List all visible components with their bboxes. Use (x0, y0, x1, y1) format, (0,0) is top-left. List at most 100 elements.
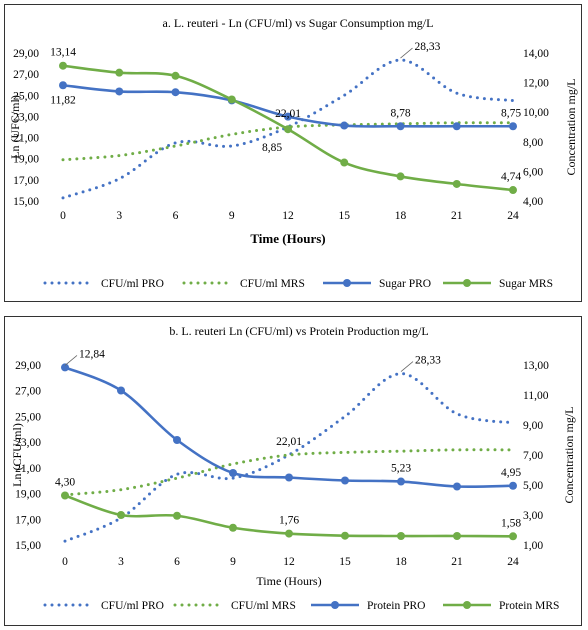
x-tick-label: 12 (282, 210, 294, 222)
data-label: 28,33 (415, 355, 441, 367)
data-point-sugar-pro (171, 88, 180, 97)
x-tick-label: 0 (60, 210, 66, 222)
data-label: 8,78 (390, 107, 410, 119)
legend-label-cfu-ml-pro: CFU/ml PRO (101, 600, 164, 612)
y-tick-label: 19,00 (15, 489, 41, 501)
y2-tick-label: 5,00 (523, 480, 543, 492)
y-tick-label: 27,00 (15, 386, 41, 398)
data-point-sugar-pro (452, 122, 461, 131)
y2-tick-label: 9,00 (523, 420, 543, 432)
y2-tick-label: 7,00 (523, 450, 543, 462)
data-point-sugar-mrs (396, 172, 405, 181)
y-tick-label: 21,00 (15, 463, 41, 475)
data-label-leader (64, 355, 78, 366)
data-point-protein-pro (229, 469, 237, 477)
chart-b-svg: b. L. reuteri Ln (CFU/ml) vs Protein Pro… (10, 324, 576, 612)
data-point-protein-mrs (229, 523, 237, 532)
x-tick-label: 9 (229, 210, 235, 222)
x-tick-label: 12 (283, 556, 295, 568)
legend-marker-protein-pro (331, 601, 339, 609)
x-tick-label: 18 (395, 556, 407, 568)
x-tick-label: 0 (62, 556, 68, 568)
data-point-protein-pro (341, 476, 349, 485)
data-point-protein-mrs (453, 532, 461, 540)
data-label: 22,01 (275, 108, 301, 120)
data-point-protein-mrs (285, 529, 293, 538)
x-tick-label: 24 (507, 556, 519, 568)
y-tick-label: 27,00 (13, 69, 39, 81)
y2-tick-label: 11,00 (523, 390, 549, 402)
chart-a-svg: a. L. reuteri - Ln (CFU/ml) vs Sugar Con… (8, 16, 578, 290)
data-point-protein-mrs (341, 531, 349, 540)
y2-tick-label: 10,00 (523, 107, 549, 119)
chart-panel-a: a. L. reuteri - Ln (CFU/ml) vs Sugar Con… (4, 4, 582, 302)
y2-tick-label: 14,00 (523, 48, 549, 60)
data-point-sugar-pro (59, 81, 67, 90)
x-tick-label: 6 (173, 210, 179, 222)
legend-label-sugar-mrs: Sugar MRS (499, 278, 553, 290)
data-point-sugar-mrs (227, 95, 236, 104)
y-tick-label: 19,00 (13, 154, 39, 166)
chart-title: b. L. reuteri Ln (CFU/ml) vs Protein Pro… (169, 324, 428, 338)
x-tick-label: 21 (451, 556, 463, 568)
data-point-sugar-mrs (340, 158, 349, 167)
data-label: 8,85 (262, 142, 282, 154)
y-tick-label: 29,00 (13, 48, 39, 60)
y2-tick-label: 1,00 (523, 540, 543, 552)
y2-tick-label: 4,00 (523, 196, 543, 208)
data-point-sugar-mrs (115, 68, 124, 77)
x-axis-title: Time (Hours) (256, 574, 321, 588)
data-point-sugar-mrs (59, 61, 67, 70)
y2-axis-title: Concentration mg/L (564, 79, 578, 176)
data-point-protein-pro (397, 477, 405, 486)
y2-axis-title: Concentration mg/L (562, 407, 576, 504)
legend-label-cfu-ml-mrs: CFU/ml MRS (231, 600, 296, 612)
x-tick-label: 24 (507, 210, 519, 222)
data-point-sugar-pro (284, 112, 292, 121)
x-tick-label: 3 (118, 556, 124, 568)
series-line-cfu-ml-pro (63, 372, 515, 543)
data-label: 13,14 (50, 47, 76, 59)
data-label-leader (400, 47, 413, 59)
y2-tick-label: 8,00 (523, 137, 543, 149)
data-point-protein-mrs (509, 532, 517, 541)
data-label: 4,74 (501, 171, 521, 183)
data-point-protein-mrs (117, 511, 125, 519)
x-tick-label: 3 (116, 210, 122, 222)
data-point-protein-mrs (397, 532, 405, 540)
data-point-sugar-mrs (284, 125, 292, 134)
y-tick-label: 23,00 (15, 437, 41, 449)
y-tick-label: 21,00 (13, 133, 39, 145)
chart-panel-b: b. L. reuteri Ln (CFU/ml) vs Protein Pro… (4, 316, 582, 626)
data-label-leader (400, 361, 414, 372)
y2-tick-label: 6,00 (523, 166, 543, 178)
data-point-protein-mrs (173, 511, 181, 520)
y-tick-label: 25,00 (13, 90, 39, 102)
y-tick-label: 15,00 (15, 540, 41, 552)
data-label: 28,33 (415, 41, 441, 53)
x-tick-label: 18 (395, 210, 407, 222)
data-point-sugar-pro (396, 122, 405, 131)
data-label: 4,30 (55, 477, 75, 489)
y-tick-label: 17,00 (15, 514, 41, 526)
x-tick-label: 9 (230, 556, 236, 568)
series-line-cfu-ml-mrs (63, 448, 515, 497)
legend-label-cfu-ml-mrs: CFU/ml MRS (240, 278, 305, 290)
y2-tick-label: 12,00 (523, 78, 549, 90)
data-label: 4,95 (501, 467, 521, 479)
data-point-sugar-pro (115, 87, 124, 96)
chart-title: a. L. reuteri - Ln (CFU/ml) vs Sugar Con… (163, 16, 434, 30)
data-point-protein-pro (509, 481, 517, 490)
data-label: 1,58 (501, 517, 521, 529)
y-axis-title: Ln (CFU/ml) (10, 423, 24, 487)
legend-marker-protein-mrs (463, 601, 471, 609)
data-label: 5,23 (391, 463, 411, 475)
data-point-protein-pro (453, 482, 461, 491)
data-point-sugar-mrs (509, 186, 517, 195)
legend-label-sugar-pro: Sugar PRO (379, 278, 431, 290)
y-tick-label: 17,00 (13, 175, 39, 187)
x-tick-label: 15 (339, 210, 351, 222)
data-point-sugar-pro (340, 121, 349, 130)
y-axis-title: Ln (UFC/ml) (8, 95, 22, 159)
data-label: 11,82 (50, 94, 76, 106)
